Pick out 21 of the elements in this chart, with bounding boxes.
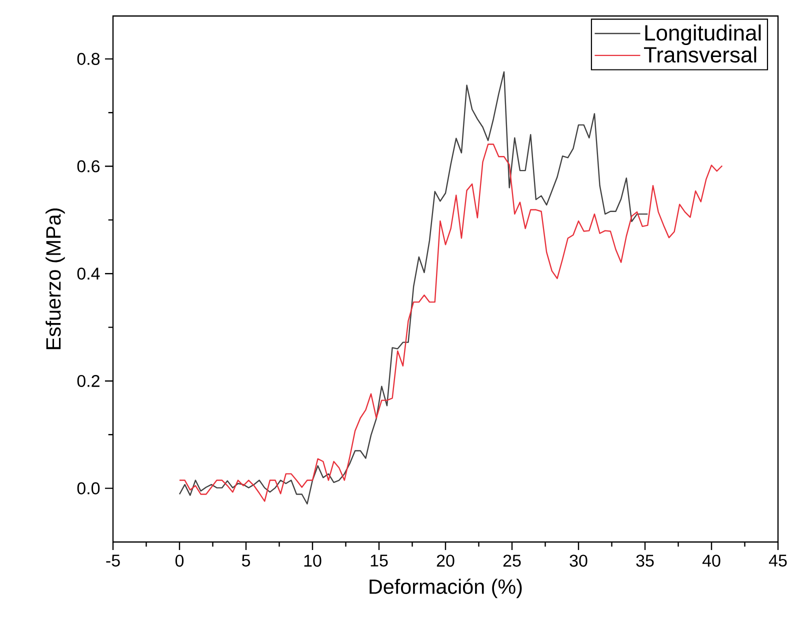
y-axis-title: Esfuerzo (MPa) (46, 208, 65, 350)
x-tick-label: 35 (636, 554, 654, 567)
y-tick-label: 0.8 (77, 52, 100, 65)
x-tick-label: 20 (436, 554, 454, 567)
x-tick-label: 5 (242, 554, 250, 567)
line-series (178, 144, 723, 502)
y-tick-label: 0.0 (77, 482, 100, 494)
x-tick-label: -5 (106, 554, 120, 567)
y-tick-label: 0.4 (77, 268, 100, 280)
y-tick-label: 0.6 (77, 160, 100, 172)
x-tick-label: 0 (175, 554, 184, 567)
x-tick-label: 10 (304, 554, 322, 567)
legend-label: Transversal (644, 46, 756, 63)
x-tick-label: 15 (370, 554, 388, 567)
x-tick-label: 40 (702, 554, 720, 567)
legend-label: Longitudinal (645, 24, 761, 46)
y-tick-label: 0.2 (77, 374, 100, 387)
x-tick-label: 25 (503, 554, 521, 567)
x-tick-label: 30 (570, 554, 588, 567)
x-axis-title: Deformación (%) (370, 578, 522, 598)
x-tick-label: 45 (768, 554, 787, 567)
